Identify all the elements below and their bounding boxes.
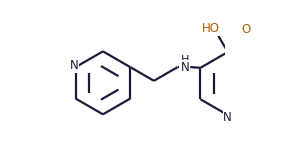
Text: H: H — [181, 55, 190, 65]
Text: O: O — [241, 23, 251, 36]
Text: N: N — [223, 111, 232, 124]
Text: H: H — [180, 61, 189, 74]
Text: HO: HO — [202, 22, 219, 35]
Text: N: N — [70, 59, 79, 72]
Text: N: N — [181, 61, 190, 74]
